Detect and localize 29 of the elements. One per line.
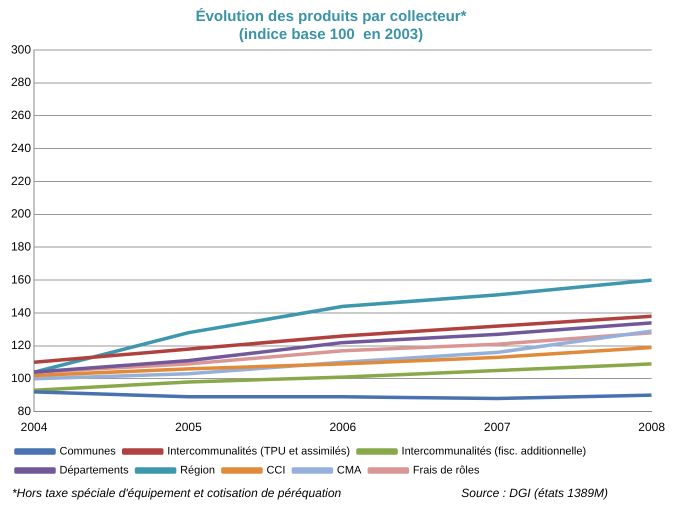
legend-label: CCI	[266, 464, 286, 477]
y-tick-label: 160	[10, 272, 32, 286]
legend-label: CMA	[336, 464, 362, 477]
x-tick-label: 2008	[638, 420, 666, 434]
legend-label: Communes	[60, 446, 116, 458]
y-tick-label: 80	[18, 404, 32, 418]
legend-label: Intercommunalités (fisc. additionnelle)	[402, 446, 586, 458]
chart-title: Évolution des produits par collecteur*	[196, 7, 467, 26]
y-tick-label: 180	[10, 240, 32, 254]
y-tick-label: 120	[10, 338, 32, 352]
x-tick-label: 2004	[20, 420, 48, 434]
y-tick-label: 280	[10, 75, 32, 90]
legend-label: Frais de rôles	[412, 464, 480, 477]
legend-label: Région	[180, 464, 215, 477]
text: *Hors taxe spéciale d'équipement et cotisation de péréquation	[12, 486, 342, 500]
legend-label: Intercommunalités (TPU et assimilés)	[167, 446, 350, 458]
y-tick-label: 300	[10, 42, 32, 56]
x-tick-label: 2005	[175, 420, 202, 434]
y-tick-label: 240	[10, 140, 32, 155]
y-tick-label: 200	[10, 206, 32, 221]
source-note: Source : DGI (états 1389M)	[461, 486, 608, 500]
y-tick-label: 260	[10, 108, 32, 122]
legend-label: Départements	[60, 464, 130, 477]
chart-subtitle: (indice base 100 en 2003)	[238, 26, 424, 44]
x-tick-label: 2007	[484, 420, 511, 434]
y-tick-label: 100	[10, 371, 32, 386]
y-tick-label: 140	[10, 305, 32, 320]
y-tick-label: 220	[10, 174, 32, 188]
x-tick-label: 2006	[329, 420, 357, 434]
